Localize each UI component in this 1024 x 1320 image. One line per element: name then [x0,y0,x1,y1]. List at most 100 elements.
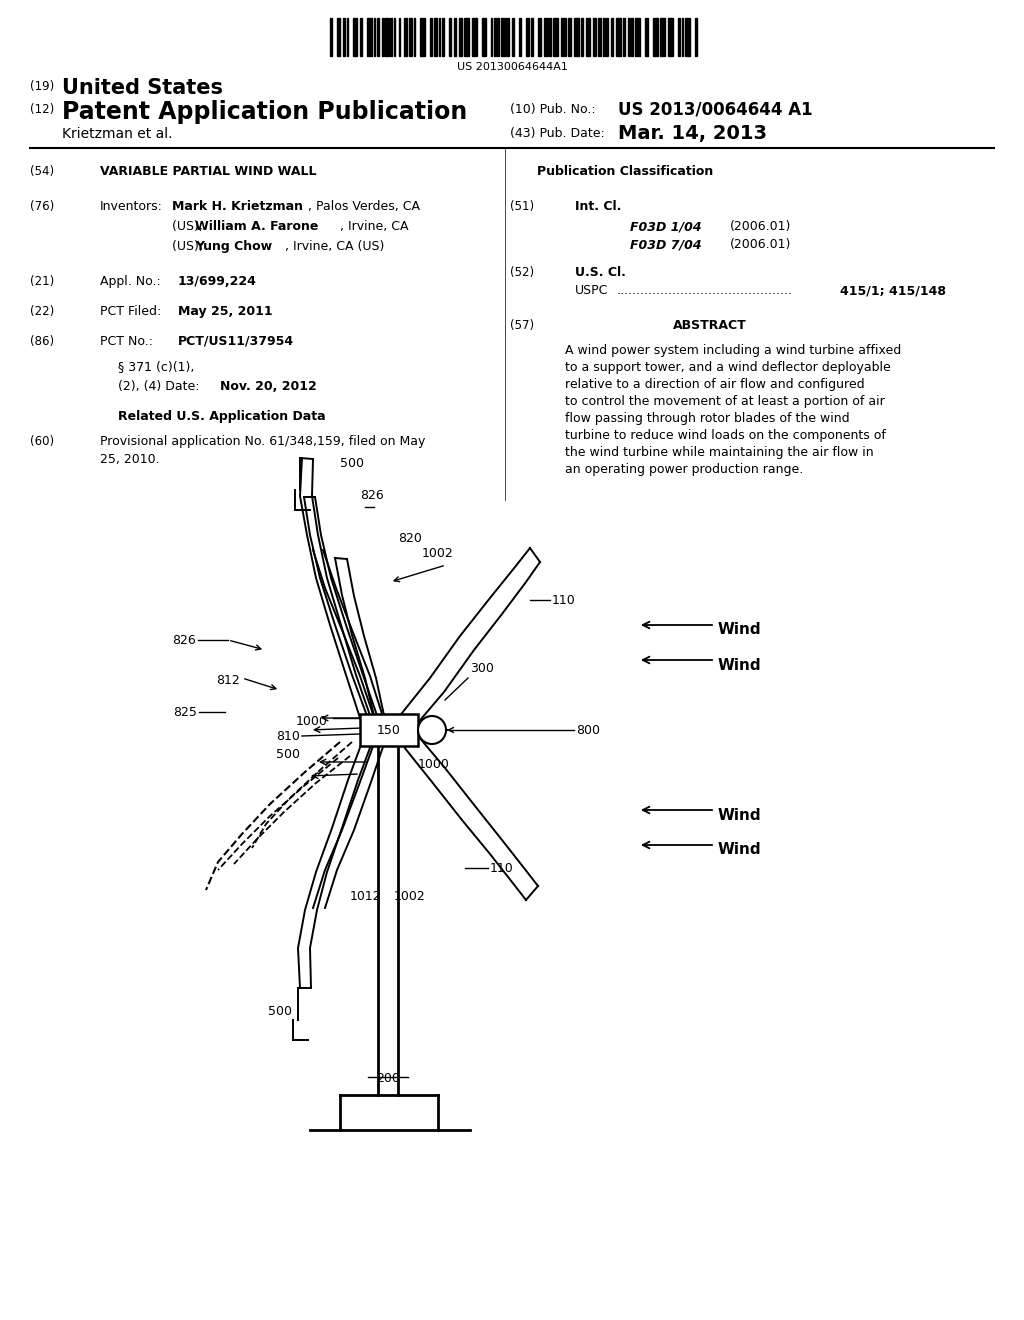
Text: Yung Chow: Yung Chow [195,240,272,253]
Text: 1002: 1002 [422,546,454,560]
Text: flow passing through rotor blades of the wind: flow passing through rotor blades of the… [565,412,850,425]
Bar [567,18,571,55]
Text: U.S. Cl.: U.S. Cl. [575,267,626,279]
Text: an operating power production range.: an operating power production range. [565,463,803,477]
Bar [449,18,451,55]
Text: 300: 300 [470,663,494,675]
Bar [337,18,340,55]
Text: Publication Classification: Publication Classification [537,165,713,178]
Text: Wind: Wind [718,623,762,638]
Bar [330,18,332,55]
Text: 25, 2010.: 25, 2010. [100,453,160,466]
Bar [659,18,665,55]
Text: 150: 150 [377,723,401,737]
Bar [611,18,613,55]
Bar [669,18,673,55]
Text: (51): (51) [510,201,535,213]
Text: ABSTRACT: ABSTRACT [673,319,746,333]
Text: 810: 810 [276,730,300,742]
Text: ............................................: ........................................… [617,284,793,297]
Bar [553,18,558,55]
Text: William A. Farone: William A. Farone [195,220,318,234]
Text: Mark H. Krietzman: Mark H. Krietzman [172,201,303,213]
Bar [403,18,407,55]
Text: Nov. 20, 2012: Nov. 20, 2012 [220,380,316,393]
Bar [538,18,541,55]
Text: 1000: 1000 [296,715,328,729]
Text: 500: 500 [340,457,364,470]
Bar [409,18,412,55]
Bar [623,18,625,55]
Text: 200: 200 [376,1072,400,1085]
Text: PCT No.:: PCT No.: [100,335,153,348]
Bar [442,18,443,55]
Text: (22): (22) [30,305,54,318]
Bar [434,18,437,55]
Text: 415/1; 415/148: 415/1; 415/148 [840,284,946,297]
Bar [490,18,493,55]
Text: , Irvine, CA (US): , Irvine, CA (US) [285,240,384,253]
Bar [393,18,395,55]
Bar [439,18,440,55]
Bar [682,18,683,55]
Bar [430,18,432,55]
Text: VARIABLE PARTIAL WIND WALL: VARIABLE PARTIAL WIND WALL [100,165,316,178]
Bar [501,18,506,55]
Bar [545,18,548,55]
Bar [582,18,583,55]
Text: 820: 820 [398,532,422,545]
Text: 826: 826 [172,634,196,647]
Text: (54): (54) [30,165,54,178]
Text: 800: 800 [575,723,600,737]
Text: , Irvine, CA: , Irvine, CA [340,220,409,234]
Bar [374,18,375,55]
Bar [653,18,658,55]
Bar [498,18,499,55]
Text: Related U.S. Application Data: Related U.S. Application Data [118,411,326,422]
Bar [377,18,379,55]
Text: United States: United States [62,78,223,98]
Bar [549,18,551,55]
Text: § 371 (c)(1),: § 371 (c)(1), [118,360,195,374]
Text: the wind turbine while maintaining the air flow in: the wind turbine while maintaining the a… [565,446,873,459]
Text: 110: 110 [552,594,575,606]
Text: (US);: (US); [172,220,207,234]
Text: (10) Pub. No.:: (10) Pub. No.: [510,103,596,116]
Bar [564,18,566,55]
Bar [678,18,680,55]
Text: , Palos Verdes, CA: , Palos Verdes, CA [308,201,420,213]
Text: relative to a direction of air flow and configured: relative to a direction of air flow and … [565,378,864,391]
Bar [414,18,416,55]
Text: US 20130064644A1: US 20130064644A1 [457,62,567,73]
Bar [353,18,356,55]
Text: turbine to reduce wind loads on the components of: turbine to reduce wind loads on the comp… [565,429,886,442]
Text: Appl. No.:: Appl. No.: [100,275,161,288]
Bar [603,18,604,55]
Bar [561,18,563,55]
Text: (57): (57) [510,319,535,333]
Text: (12): (12) [30,103,54,116]
Text: (60): (60) [30,436,54,447]
Text: USPC: USPC [575,284,608,297]
Bar [685,18,690,55]
Bar [347,18,348,55]
Bar [519,18,521,55]
Text: 825: 825 [173,705,197,718]
Text: 500: 500 [276,747,300,760]
Text: (2006.01): (2006.01) [730,220,792,234]
Bar [472,18,477,55]
Text: (43) Pub. Date:: (43) Pub. Date: [510,127,605,140]
Text: Krietzman et al.: Krietzman et al. [62,127,172,141]
Text: US 2013/0064644 A1: US 2013/0064644 A1 [618,100,813,117]
Bar [385,18,388,55]
Bar [482,18,485,55]
Bar [382,18,384,55]
Bar [367,18,372,55]
Text: Int. Cl.: Int. Cl. [575,201,622,213]
Bar [360,18,361,55]
Text: Mar. 14, 2013: Mar. 14, 2013 [618,124,767,143]
Bar [508,18,509,55]
Bar [454,18,456,55]
Bar [606,18,608,55]
Bar [645,18,648,55]
